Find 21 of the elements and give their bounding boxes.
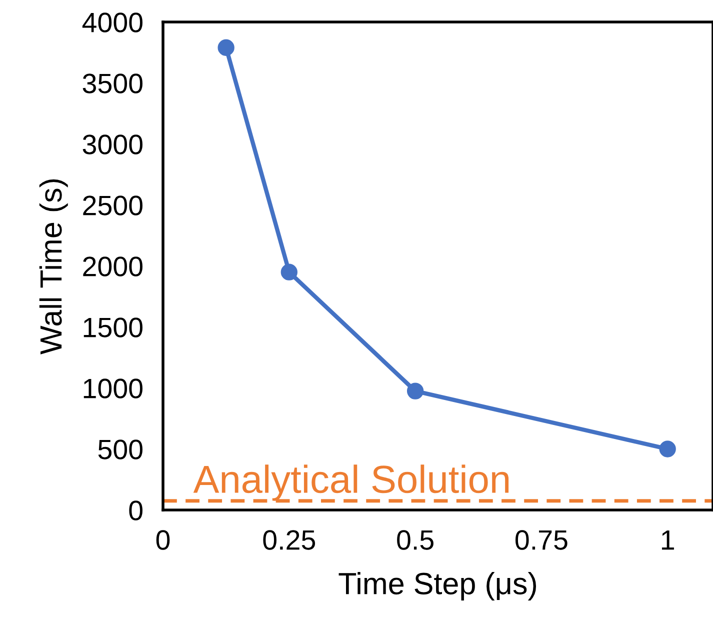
y-tick-label: 500 xyxy=(98,440,142,460)
y-tick-label: 1500 xyxy=(84,318,142,338)
y-tick-label: 3000 xyxy=(82,134,142,154)
y-tick-label: 2500 xyxy=(83,196,142,216)
point xyxy=(406,382,424,400)
y-tick-label: 0 xyxy=(129,500,142,520)
y-tick-label: 4000 xyxy=(82,12,142,32)
point xyxy=(659,440,676,458)
x-tick-label: 1 xyxy=(662,530,674,550)
x-tick-label: 0.5 xyxy=(397,530,434,550)
x-axis-title: Time Step (μs) xyxy=(338,572,536,600)
point xyxy=(218,39,234,56)
ref-line-label: Analytical Solution xyxy=(193,464,509,501)
y-axis-title: Wall Time (s) xyxy=(39,179,68,354)
x-tick-label: 0.75 xyxy=(515,530,568,550)
x-tick-label: 0 xyxy=(156,530,170,550)
y-tick-label: 2000 xyxy=(83,256,142,276)
x-tick-label: 0.25 xyxy=(263,530,316,550)
point xyxy=(280,264,298,280)
y-tick-label: 1000 xyxy=(84,378,142,398)
y-tick-label: 3500 xyxy=(82,74,142,94)
